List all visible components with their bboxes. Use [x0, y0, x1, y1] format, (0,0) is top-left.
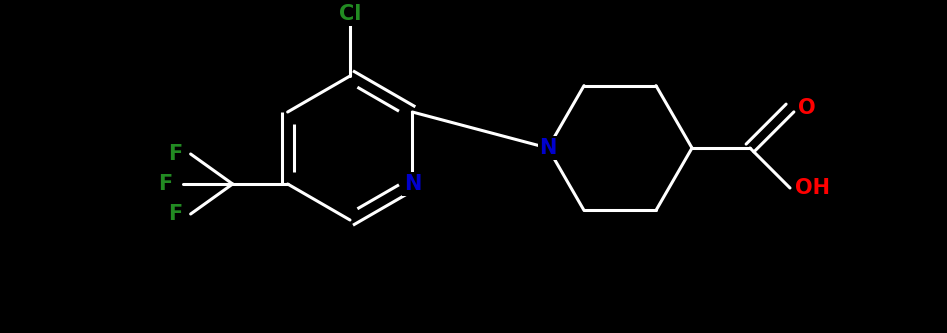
Text: F: F [158, 174, 172, 194]
Text: OH: OH [795, 178, 830, 198]
Text: Cl: Cl [339, 4, 361, 24]
Text: F: F [169, 144, 183, 164]
Text: N: N [403, 174, 421, 194]
Text: F: F [169, 204, 183, 224]
Text: O: O [798, 98, 815, 118]
Text: N: N [539, 138, 557, 158]
